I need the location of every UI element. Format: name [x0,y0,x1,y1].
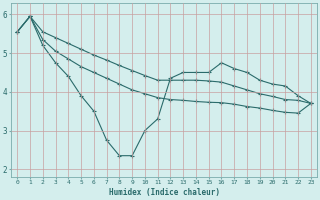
X-axis label: Humidex (Indice chaleur): Humidex (Indice chaleur) [108,188,220,197]
